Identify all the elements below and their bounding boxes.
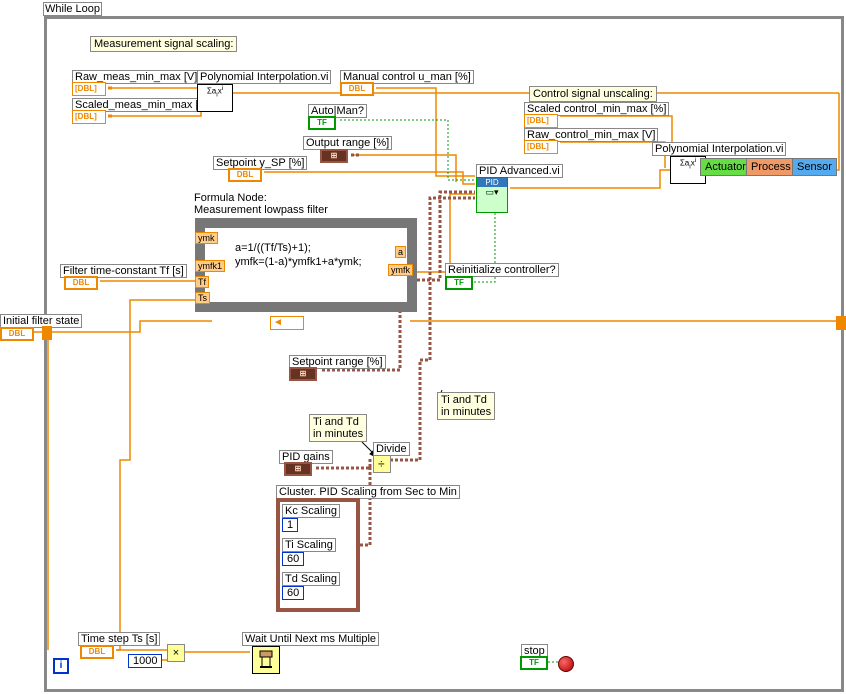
- divide-label: Divide: [373, 442, 410, 456]
- meas-scaling-label: Measurement signal scaling:: [90, 36, 237, 52]
- cluster-title-label: Cluster. PID Scaling from Sec to Min: [276, 485, 460, 499]
- formula-line1: a=1/((Tf/Ts)+1);: [235, 242, 311, 254]
- td-value: 60: [282, 586, 304, 600]
- initial-filter-terminal: DBL: [0, 327, 34, 341]
- shift-right: [836, 316, 846, 330]
- while-loop: [44, 16, 844, 692]
- fn-ymfk: ymfk: [388, 264, 413, 276]
- output-range-label: Output range [%]: [303, 136, 392, 150]
- svg-text:÷: ÷: [378, 457, 385, 471]
- shift-left: [42, 326, 52, 340]
- td-label: Td Scaling: [282, 572, 340, 586]
- output-range-terminal: ⊞: [320, 149, 348, 163]
- kc-value: 1: [282, 518, 298, 532]
- formula-node[interactable]: a=1/((Tf/Ts)+1); ymfk=(1-a)*ymfk1+a*ymk;: [195, 218, 417, 312]
- process-box: Process: [746, 158, 796, 176]
- formula-line2: ymfk=(1-a)*ymfk1+a*ymk;: [235, 256, 362, 268]
- cluster-constant[interactable]: Kc Scaling 1 Ti Scaling 60 Td Scaling 60: [276, 498, 360, 612]
- ti-value: 60: [282, 552, 304, 566]
- actuator-box: Actuator: [700, 158, 751, 176]
- pid-gains-terminal: ⊞: [284, 462, 312, 476]
- stop-button-icon[interactable]: [558, 656, 574, 672]
- poly2-label: Polynomial Interpolation.vi: [652, 142, 786, 156]
- fn-ymk: ymk: [195, 232, 218, 244]
- filter-tc-terminal: DBL: [64, 276, 98, 290]
- wait-vi[interactable]: [252, 646, 280, 674]
- scaled-control-terminal: [DBL]: [524, 114, 558, 128]
- stop-terminal: TF: [520, 656, 548, 670]
- sensor-box: Sensor: [792, 158, 837, 176]
- fn-ymfk1: ymfk1: [195, 260, 225, 272]
- reinit-label: Reinitialize controller?: [445, 263, 559, 277]
- pid-inner-label: PID: [477, 178, 507, 187]
- const-1000: 1000: [128, 654, 162, 668]
- ti-label: Ti Scaling: [282, 538, 336, 552]
- scaled-meas-terminal: [DBL]: [72, 110, 106, 124]
- wait-label: Wait Until Next ms Multiple: [242, 632, 379, 646]
- control-unscale-label: Control signal unscaling:: [529, 86, 657, 102]
- while-loop-label: While Loop: [43, 2, 102, 16]
- fn-tf: Tf: [195, 276, 209, 288]
- timestep-label: Time step Ts [s]: [78, 632, 160, 646]
- pid-vi[interactable]: PID ▭▾: [476, 177, 508, 213]
- raw-meas-terminal: [DBL]: [72, 82, 106, 96]
- multiply-node[interactable]: ×: [167, 644, 185, 662]
- automan-terminal: TF: [308, 116, 336, 130]
- formula-title1: Formula Node:: [194, 192, 267, 204]
- fn-a: a: [395, 246, 406, 258]
- ti-td-label2: Ti and Td in minutes: [437, 392, 495, 420]
- feedback-node[interactable]: [270, 316, 304, 330]
- raw-control-terminal: [DBL]: [524, 140, 558, 154]
- iteration-terminal: i: [53, 658, 69, 674]
- kc-label: Kc Scaling: [282, 504, 340, 518]
- ti-td-label1: Ti and Td in minutes: [309, 414, 367, 442]
- formula-title2: Measurement lowpass filter: [194, 204, 328, 216]
- reinit-terminal: TF: [445, 276, 473, 290]
- manual-u-terminal: DBL: [340, 82, 374, 96]
- pid-adv-label: PID Advanced.vi: [476, 164, 563, 178]
- setpoint-terminal: DBL: [228, 168, 262, 182]
- poly1-vi[interactable]: Σaixi: [197, 84, 233, 112]
- poly1-label: Polynomial Interpolation.vi: [197, 70, 331, 84]
- fn-ts: Ts: [195, 292, 210, 304]
- setpoint-range-terminal: ⊞: [289, 367, 317, 381]
- divide-node[interactable]: ÷: [373, 455, 391, 473]
- timestep-terminal: DBL: [80, 645, 114, 659]
